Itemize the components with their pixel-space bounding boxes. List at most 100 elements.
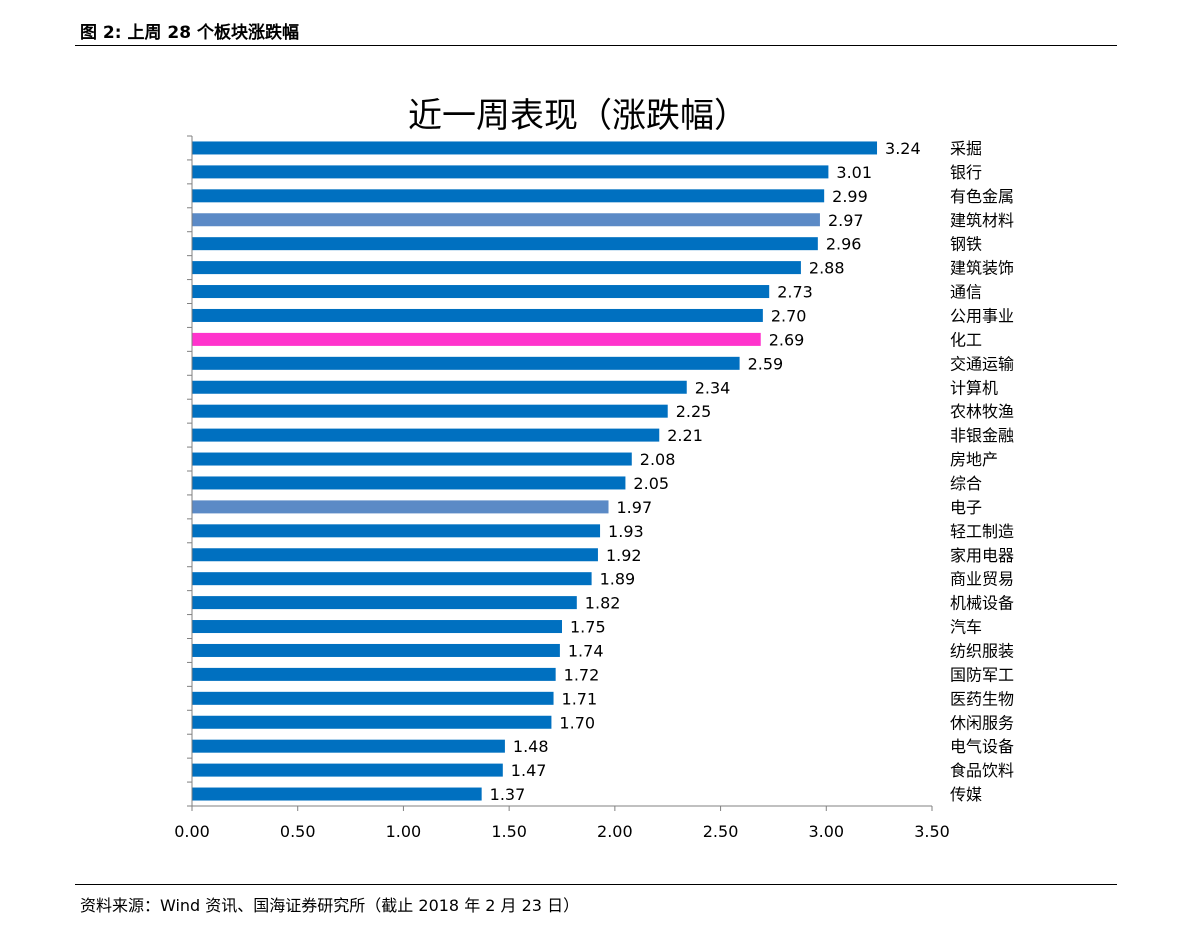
x-tick-label-4: 2.00 bbox=[597, 822, 633, 841]
value-label-4: 2.97 bbox=[828, 211, 864, 230]
bar-8 bbox=[192, 308, 763, 322]
category-label-17: 轻工制造 bbox=[950, 522, 1014, 541]
category-label-14: 房地产 bbox=[950, 450, 998, 469]
value-label-19: 1.89 bbox=[600, 570, 636, 589]
axes-group: 0.00 0.50 1.00 1.50 2.00 2.50 3.00 3.50 bbox=[174, 135, 950, 841]
value-label-26: 1.48 bbox=[513, 737, 549, 756]
category-label-8: 公用事业 bbox=[950, 306, 1014, 325]
value-label-11: 2.34 bbox=[695, 378, 731, 397]
header-rule bbox=[75, 45, 1117, 46]
bar-14 bbox=[192, 452, 632, 466]
category-label-6: 建筑装饰 bbox=[950, 259, 1014, 278]
category-label-1: 采掘 bbox=[950, 139, 982, 158]
x-tick-label-5: 2.50 bbox=[703, 822, 739, 841]
bar-19 bbox=[192, 572, 592, 586]
category-label-23: 国防军工 bbox=[950, 665, 1014, 684]
category-label-16: 电子 bbox=[950, 498, 982, 517]
value-label-22: 1.74 bbox=[568, 641, 604, 660]
category-label-7: 通信 bbox=[950, 283, 982, 302]
bar-21 bbox=[192, 620, 562, 634]
bar-28 bbox=[192, 787, 482, 801]
category-label-18: 家用电器 bbox=[950, 546, 1014, 565]
value-label-3: 2.99 bbox=[832, 187, 868, 206]
value-label-27: 1.47 bbox=[511, 761, 547, 780]
bar-27 bbox=[192, 763, 503, 777]
value-label-6: 2.88 bbox=[809, 259, 845, 278]
category-label-2: 银行 bbox=[950, 163, 982, 182]
category-label-21: 汽车 bbox=[950, 618, 982, 637]
category-label-28: 传媒 bbox=[950, 785, 982, 804]
bar-1 bbox=[192, 141, 878, 155]
category-label-20: 机械设备 bbox=[950, 594, 1014, 613]
bar-24 bbox=[192, 691, 554, 705]
category-label-4: 建筑材料 bbox=[950, 211, 1014, 230]
x-tick-label-3: 1.50 bbox=[491, 822, 527, 841]
value-label-13: 2.21 bbox=[667, 426, 703, 445]
bar-7 bbox=[192, 285, 770, 299]
x-tick-label-1: 0.50 bbox=[280, 822, 316, 841]
value-label-17: 1.93 bbox=[608, 522, 644, 541]
category-label-13: 非银金融 bbox=[950, 426, 1014, 445]
bar-23 bbox=[192, 667, 556, 681]
value-label-25: 1.70 bbox=[559, 713, 595, 732]
category-label-9: 化工 bbox=[950, 330, 982, 349]
bar-4 bbox=[192, 213, 820, 227]
value-label-28: 1.37 bbox=[490, 785, 526, 804]
bar-20 bbox=[192, 596, 577, 610]
category-label-19: 商业贸易 bbox=[950, 570, 1014, 589]
category-label-11: 计算机 bbox=[950, 378, 998, 397]
bar-12 bbox=[192, 404, 668, 418]
x-tick-label-2: 1.00 bbox=[386, 822, 422, 841]
bar-13 bbox=[192, 428, 660, 442]
bar-22 bbox=[192, 643, 560, 657]
value-label-20: 1.82 bbox=[585, 594, 621, 613]
category-label-22: 纺织服装 bbox=[950, 641, 1014, 660]
value-label-1: 3.24 bbox=[885, 139, 921, 158]
category-label-15: 综合 bbox=[950, 474, 982, 493]
value-label-7: 2.73 bbox=[777, 283, 813, 302]
chart-title: 近一周表现（涨跌幅） bbox=[408, 96, 748, 136]
bar-10 bbox=[192, 356, 740, 370]
bar-3 bbox=[192, 189, 825, 203]
value-label-24: 1.71 bbox=[562, 689, 598, 708]
value-label-21: 1.75 bbox=[570, 618, 606, 637]
value-label-12: 2.25 bbox=[676, 402, 712, 421]
value-label-23: 1.72 bbox=[564, 665, 600, 684]
category-label-26: 电气设备 bbox=[950, 737, 1014, 756]
value-label-10: 2.59 bbox=[748, 354, 784, 373]
value-label-8: 2.70 bbox=[771, 306, 807, 325]
bar-25 bbox=[192, 715, 552, 729]
category-label-3: 有色金属 bbox=[950, 187, 1014, 206]
x-tick-label-6: 3.00 bbox=[808, 822, 844, 841]
value-label-9: 2.69 bbox=[769, 330, 805, 349]
bar-17 bbox=[192, 524, 601, 538]
source-note: 资料来源：Wind 资讯、国海证券研究所（截止 2018 年 2 月 23 日） bbox=[80, 896, 580, 915]
category-label-27: 食品饮料 bbox=[950, 761, 1014, 780]
bar-18 bbox=[192, 548, 598, 562]
category-label-10: 交通运输 bbox=[950, 354, 1014, 373]
x-tick-label-7: 3.50 bbox=[914, 822, 950, 841]
value-label-5: 2.96 bbox=[826, 235, 862, 254]
category-label-24: 医药生物 bbox=[950, 689, 1014, 708]
value-label-2: 3.01 bbox=[836, 163, 872, 182]
bar-15 bbox=[192, 476, 626, 490]
category-label-12: 农林牧渔 bbox=[950, 402, 1014, 421]
x-tick-label-0: 0.00 bbox=[174, 822, 210, 841]
figure-title: 图 2: 上周 28 个板块涨跌幅 bbox=[80, 23, 299, 43]
bar-16 bbox=[192, 500, 609, 514]
bar-9 bbox=[192, 332, 761, 346]
bar-6 bbox=[192, 261, 801, 275]
value-label-16: 1.97 bbox=[617, 498, 653, 517]
bar-11 bbox=[192, 380, 687, 394]
value-label-15: 2.05 bbox=[633, 474, 669, 493]
bars-group: 3.24 采掘 3.01 银行 2.99 有色金属 2.97 建筑材料 2.96 钢铁 2.88 建筑… bbox=[192, 139, 1014, 804]
bar-2 bbox=[192, 165, 829, 179]
category-label-25: 休闲服务 bbox=[950, 713, 1014, 732]
bar-26 bbox=[192, 739, 505, 753]
footer-rule bbox=[75, 884, 1117, 885]
value-label-18: 1.92 bbox=[606, 546, 642, 565]
value-label-14: 2.08 bbox=[640, 450, 676, 469]
category-label-5: 钢铁 bbox=[950, 235, 982, 254]
bar-5 bbox=[192, 237, 818, 251]
